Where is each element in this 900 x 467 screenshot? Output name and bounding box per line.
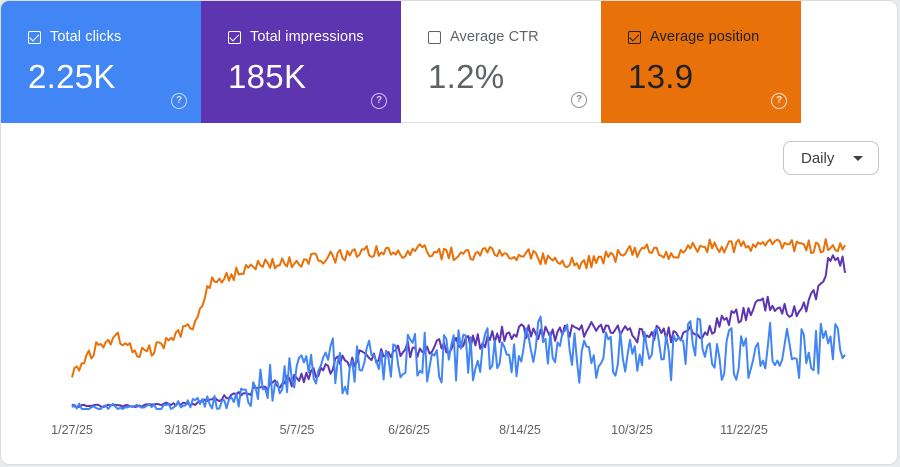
x-tick-label: 3/18/25 — [164, 423, 206, 437]
period-select[interactable]: Daily — [783, 141, 879, 175]
help-icon[interactable]: ? — [571, 92, 587, 108]
metric-header: Total impressions — [228, 27, 401, 47]
metric-total-clicks[interactable]: Total clicks 2.25K ? — [1, 1, 201, 123]
checkbox-checked-icon[interactable] — [28, 30, 41, 44]
metric-label: Average position — [650, 29, 760, 45]
x-tick-label: 8/14/25 — [499, 423, 541, 437]
metric-header: Total clicks — [28, 27, 201, 47]
checkbox-checked-icon[interactable] — [228, 30, 241, 44]
help-icon[interactable]: ? — [771, 93, 787, 109]
checkbox-unchecked-icon[interactable] — [428, 30, 441, 44]
x-tick-label: 11/22/25 — [720, 423, 768, 437]
x-tick-label: 6/26/25 — [388, 423, 430, 437]
caret-down-icon — [853, 156, 863, 161]
metric-value: 13.9 — [628, 58, 694, 95]
metric-average-position[interactable]: Average position 13.9 ? — [601, 1, 801, 123]
help-icon[interactable]: ? — [371, 93, 387, 109]
x-tick-label: 5/7/25 — [280, 423, 315, 437]
metric-tabs: Total clicks 2.25K ? Total impressions 1… — [1, 1, 801, 123]
metric-total-impressions[interactable]: Total impressions 185K ? — [201, 1, 401, 123]
metric-label: Total impressions — [250, 29, 364, 45]
x-tick-label: 10/3/25 — [611, 423, 653, 437]
help-icon[interactable]: ? — [171, 93, 187, 109]
metric-header: Average position — [628, 27, 801, 47]
metric-value: 1.2% — [428, 58, 505, 95]
checkbox-checked-icon[interactable] — [628, 30, 641, 44]
metric-average-ctr[interactable]: Average CTR 1.2% ? — [401, 1, 601, 123]
metric-label: Average CTR — [450, 29, 539, 45]
x-tick-label: 1/27/25 — [51, 423, 93, 437]
series-line-total-clicks — [71, 315, 846, 410]
metric-header: Average CTR — [428, 27, 601, 47]
series-line-average-position — [71, 238, 846, 378]
period-select-value: Daily — [801, 149, 835, 167]
metric-value: 185K — [228, 58, 307, 95]
metric-value: 2.25K — [28, 58, 116, 95]
metric-label: Total clicks — [50, 29, 122, 45]
